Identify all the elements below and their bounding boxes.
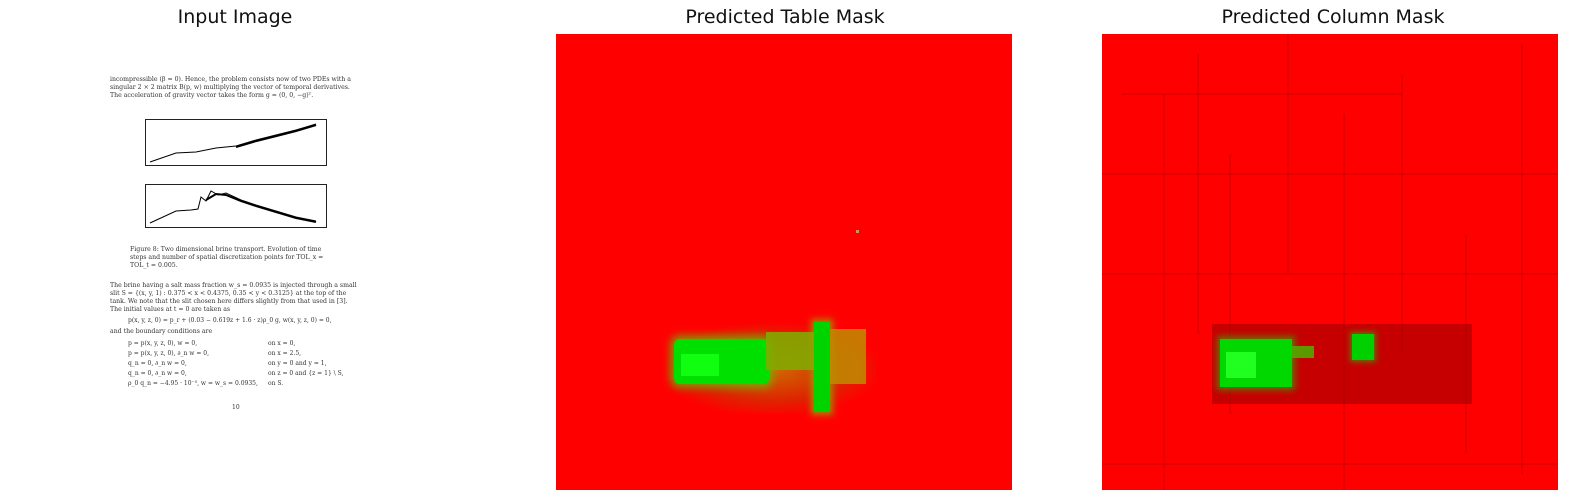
condition-right: on S. xyxy=(268,380,284,387)
condition-right: on y = 0 and y = 1, xyxy=(268,360,327,367)
table-mask-noise xyxy=(856,230,859,233)
intro-line: incompressible (β = 0). Hence, the probl… xyxy=(110,76,351,83)
plot-lower xyxy=(145,184,327,228)
table-mask-region-mid xyxy=(766,332,814,370)
column-mask-texture xyxy=(1102,34,1558,490)
input-image-title: Input Image xyxy=(177,6,293,28)
plot-upper xyxy=(145,119,327,166)
condition-right: on z = 0 and {z = 1} \ S, xyxy=(268,370,344,377)
condition-left: ρ_0 q_n = −4.95 · 10⁻⁵, w = w_s = 0.0935… xyxy=(128,380,258,387)
paragraph-line: The initial values at t = 0 are taken as xyxy=(110,306,231,313)
boundary-intro: and the boundary conditions are xyxy=(110,328,213,335)
input-image-panel: incompressible (β = 0). Hence, the probl… xyxy=(10,34,466,490)
figure-caption-line: Figure 8: Two dimensional brine transpor… xyxy=(130,246,322,253)
table-mask-region-right xyxy=(830,329,866,384)
initial-values-equation: p(x, y, z, 0) = p_r + (0.03 − 0.619z + 1… xyxy=(128,317,332,324)
column-mask-title: Predicted Column Mask xyxy=(1221,6,1445,28)
page-number: 10 xyxy=(232,404,240,411)
figure-caption-line: TOL_t = 0.005. xyxy=(130,262,178,269)
paragraph-line: slit S = {(x, y, 1) : 0.375 < x < 0.4375… xyxy=(110,290,347,297)
table-mask-panel xyxy=(556,34,1012,490)
condition-left: p = p(x, y, z, 0), w = 0, xyxy=(128,340,198,347)
condition-left: p = p(x, y, z, 0), ∂_n w = 0, xyxy=(128,350,209,357)
table-mask-column-strip xyxy=(814,322,830,412)
intro-line: singular 2 × 2 matrix B(p, w) multiplyin… xyxy=(110,84,350,91)
intro-line: The acceleration of gravity vector takes… xyxy=(110,92,314,99)
condition-left: q_n = 0, ∂_n w = 0, xyxy=(128,370,187,377)
table-mask-region-left-detail xyxy=(681,354,719,376)
condition-left: q_n = 0, ∂_n w = 0, xyxy=(128,360,187,367)
paragraph-line: tank. We note that the slit chosen here … xyxy=(110,298,348,305)
column-mask-region-left-detail xyxy=(1226,352,1256,378)
paragraph-line: The brine having a salt mass fraction w_… xyxy=(110,282,357,289)
condition-right: on x = 2.5, xyxy=(268,350,302,357)
column-mask-region-right xyxy=(1352,334,1374,360)
plot-upper-graphic xyxy=(149,123,317,163)
column-mask-panel xyxy=(1102,34,1558,490)
table-mask-title: Predicted Table Mask xyxy=(685,6,885,28)
figure-caption-line: steps and number of spatial discretizati… xyxy=(130,254,324,261)
column-mask-region-mid xyxy=(1292,346,1314,358)
condition-right: on x = 0, xyxy=(268,340,296,347)
plot-lower-graphic xyxy=(149,190,317,224)
